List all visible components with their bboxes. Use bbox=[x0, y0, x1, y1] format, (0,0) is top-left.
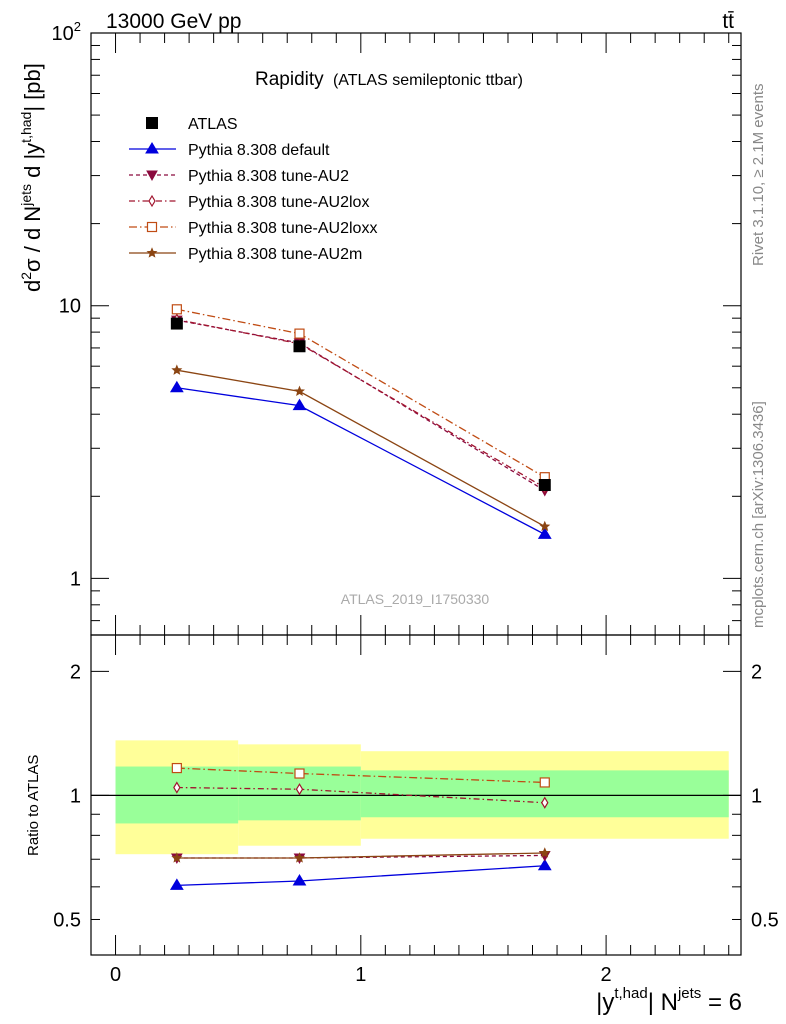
main-y-axis: 1 10 102 bbox=[52, 19, 741, 622]
ratio-point-pythia-8-308-default bbox=[292, 873, 307, 886]
series-point-pythia-8-308-default bbox=[537, 527, 552, 539]
series-line-pythia-8-308-tune-au2 bbox=[176, 319, 546, 492]
x-axis-label: |yt,had| Njets = 6 bbox=[596, 985, 742, 1016]
ratio-series-layer bbox=[169, 762, 552, 890]
ratio-y-tick-label: 1 bbox=[70, 785, 81, 807]
series-point-pythia-8-308-tune-au2loxx bbox=[294, 328, 305, 339]
series-pythia-8-308-tune-au2loxx bbox=[171, 304, 550, 483]
ratio-line-pythia-8-308-tune-au2loxx bbox=[176, 767, 545, 784]
ratio-point-pythia-8-308-tune-au2loxx bbox=[294, 768, 305, 779]
analysis-id: ATLAS_2019_I1750330 bbox=[341, 591, 490, 607]
ratio-x-axis: 0 1 2 bbox=[90, 635, 730, 986]
legend-label: Pythia 8.308 default bbox=[188, 142, 330, 159]
legend-marker bbox=[145, 142, 159, 154]
series-point-atlas bbox=[170, 317, 183, 330]
legend-marker bbox=[146, 247, 158, 258]
legend-label: Pythia 8.308 tune-AU2loxx bbox=[188, 220, 377, 237]
ratio-series-pythia-8-308-tune-au2lox bbox=[173, 781, 549, 809]
ratio-point-pythia-8-308-tune-au2lox bbox=[541, 796, 549, 809]
main-plot: 1 10 102 Rapidity (ATLAS semileptonic ttba… bbox=[18, 19, 742, 636]
legend-item-pythia-8-308-tune-au2m: Pythia 8.308 tune-AU2m bbox=[129, 246, 362, 263]
series-point-pythia-8-308-tune-au2loxx bbox=[171, 304, 182, 315]
ratio-point-pythia-8-308-default bbox=[537, 858, 552, 871]
ratio-point-pythia-8-308-tune-au2m bbox=[293, 852, 305, 863]
series-point-atlas bbox=[538, 479, 551, 492]
rivet-label: Rivet 3.1.10, ≥ 2.1M events bbox=[750, 84, 767, 267]
series-atlas bbox=[170, 317, 551, 492]
legend-marker bbox=[146, 221, 158, 233]
series-point-atlas bbox=[293, 340, 306, 353]
main-y-tick-label: 102 bbox=[52, 19, 81, 45]
series-pythia-8-308-tune-au2m bbox=[171, 364, 551, 532]
legend-label: Pythia 8.308 tune-AU2m bbox=[188, 246, 362, 263]
series-line-pythia-8-308-tune-au2lox bbox=[176, 318, 546, 489]
ratio-y-tick-label: 1 bbox=[751, 785, 762, 807]
series-line-pythia-8-308-tune-au2loxx bbox=[176, 308, 546, 478]
ratio-y-tick-label: 0.5 bbox=[53, 909, 81, 931]
ratio-uncertainty-bands bbox=[91, 740, 741, 855]
legend-label: ATLAS bbox=[188, 116, 238, 133]
ratio-point-pythia-8-308-tune-au2m bbox=[171, 852, 183, 863]
series-line-pythia-8-308-tune-au2m bbox=[176, 369, 546, 528]
mcplots-label: mcplots.cern.ch [arXiv:1306.3436] bbox=[750, 401, 767, 628]
series-pythia-8-308-tune-au2 bbox=[170, 315, 551, 497]
process-label: tt̄ bbox=[722, 10, 734, 33]
series-point-pythia-8-308-default bbox=[292, 398, 307, 411]
series-point-pythia-8-308-tune-au2m bbox=[539, 520, 551, 532]
legend-label: Pythia 8.308 tune-AU2 bbox=[188, 168, 349, 185]
ratio-point-pythia-8-308-tune-au2lox bbox=[295, 783, 304, 796]
x-tick-label: 0 bbox=[110, 964, 121, 986]
main-y-axis-label: d2σ / d Njets d |yt,had| [pb] bbox=[18, 63, 45, 292]
ratio-y-tick-label: 2 bbox=[751, 661, 762, 683]
main-series-layer bbox=[169, 304, 552, 539]
main-y-tick-label: 1 bbox=[70, 568, 81, 590]
series-point-pythia-8-308-tune-au2m bbox=[293, 385, 305, 397]
x-tick-label: 1 bbox=[355, 964, 366, 986]
series-point-pythia-8-308-default bbox=[169, 380, 184, 393]
x-tick-label: 2 bbox=[601, 964, 612, 986]
legend-item-pythia-8-308-tune-au2loxx: Pythia 8.308 tune-AU2loxx bbox=[129, 220, 377, 237]
legend-item-pythia-8-308-tune-au2: Pythia 8.308 tune-AU2 bbox=[129, 168, 349, 185]
series-pythia-8-308-default bbox=[169, 380, 552, 539]
ratio-series-pythia-8-308-default bbox=[169, 858, 552, 890]
ratio-y-axis: 0.5 0.5 1 1 2 2 bbox=[53, 661, 779, 931]
ratio-y-axis-label: Ratio to ATLAS bbox=[25, 755, 42, 856]
legend-item-pythia-8-308-tune-au2lox: Pythia 8.308 tune-AU2lox bbox=[129, 194, 369, 211]
legend-item-atlas: ATLAS bbox=[146, 116, 238, 133]
ratio-y-tick-label: 2 bbox=[70, 661, 81, 683]
plot-title: Rapidity (ATLAS semileptonic ttbar) bbox=[255, 69, 523, 90]
ratio-y-tick-label: 0.5 bbox=[751, 909, 779, 931]
ratio-point-pythia-8-308-tune-au2loxx bbox=[539, 777, 550, 788]
ratio-point-pythia-8-308-tune-au2lox bbox=[173, 781, 181, 794]
legend-marker bbox=[146, 117, 158, 129]
legend-marker bbox=[148, 194, 156, 208]
main-x-axis bbox=[90, 33, 730, 635]
legend-marker bbox=[146, 170, 158, 182]
ratio-series-pythia-8-308-tune-au2loxx bbox=[171, 762, 550, 788]
series-line-pythia-8-308-default bbox=[176, 387, 546, 535]
series-point-pythia-8-308-tune-au2m bbox=[171, 364, 183, 375]
ratio-point-pythia-8-308-tune-au2loxx bbox=[171, 762, 182, 774]
ratio-line-pythia-8-308-default bbox=[176, 865, 545, 887]
series-pythia-8-308-tune-au2lox bbox=[173, 313, 549, 494]
ratio-plot: 0.5 0.5 1 1 2 2 0 1 2 Ratio to ATLAS bbox=[25, 634, 779, 986]
energy-label: 13000 GeV pp bbox=[106, 10, 241, 33]
main-y-tick-label: 10 bbox=[59, 296, 81, 318]
legend: ATLAS Pythia 8.308 default Pythia 8.308 tu… bbox=[129, 116, 377, 263]
ratio-point-pythia-8-308-tune-au2m bbox=[539, 847, 551, 858]
ratio-series-pythia-8-308-tune-au2m bbox=[171, 847, 551, 863]
legend-label: Pythia 8.308 tune-AU2lox bbox=[188, 194, 369, 211]
legend-item-pythia-8-308-default: Pythia 8.308 default bbox=[129, 142, 330, 159]
ratio-point-pythia-8-308-default bbox=[169, 878, 184, 890]
